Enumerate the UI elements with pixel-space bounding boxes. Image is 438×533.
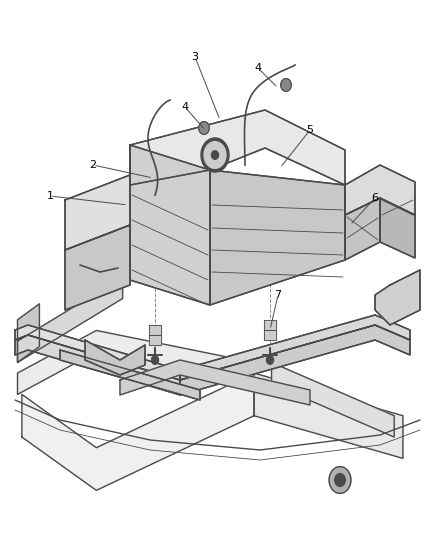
Text: 7: 7 (275, 290, 282, 300)
Polygon shape (60, 350, 200, 400)
Polygon shape (272, 362, 394, 437)
Polygon shape (15, 335, 180, 395)
Circle shape (329, 467, 351, 494)
Polygon shape (15, 325, 180, 380)
Polygon shape (85, 340, 145, 375)
Polygon shape (65, 175, 130, 250)
Polygon shape (149, 335, 161, 345)
Polygon shape (130, 110, 345, 185)
Polygon shape (345, 198, 380, 260)
Polygon shape (264, 330, 276, 340)
Polygon shape (380, 198, 415, 258)
Text: 6: 6 (371, 193, 378, 203)
Polygon shape (180, 325, 410, 395)
Text: 2: 2 (89, 160, 96, 170)
Polygon shape (22, 373, 254, 490)
Circle shape (204, 142, 226, 168)
Text: 4: 4 (181, 102, 189, 112)
Polygon shape (210, 170, 345, 305)
Circle shape (212, 151, 219, 159)
Circle shape (152, 356, 159, 364)
Polygon shape (18, 304, 39, 362)
Text: 5: 5 (307, 125, 314, 135)
Text: 3: 3 (191, 52, 198, 62)
Polygon shape (375, 270, 420, 325)
Polygon shape (18, 277, 123, 362)
Polygon shape (120, 360, 310, 405)
Polygon shape (149, 325, 161, 335)
Circle shape (266, 356, 273, 364)
Polygon shape (18, 330, 254, 394)
Polygon shape (345, 165, 415, 215)
Polygon shape (65, 225, 130, 310)
Circle shape (201, 138, 229, 172)
Polygon shape (254, 373, 403, 458)
Circle shape (335, 474, 345, 487)
Polygon shape (130, 145, 210, 305)
Polygon shape (180, 315, 410, 380)
Circle shape (281, 78, 291, 91)
Circle shape (199, 122, 209, 134)
Text: 4: 4 (254, 63, 261, 73)
Polygon shape (264, 320, 276, 330)
Text: 1: 1 (46, 191, 53, 201)
